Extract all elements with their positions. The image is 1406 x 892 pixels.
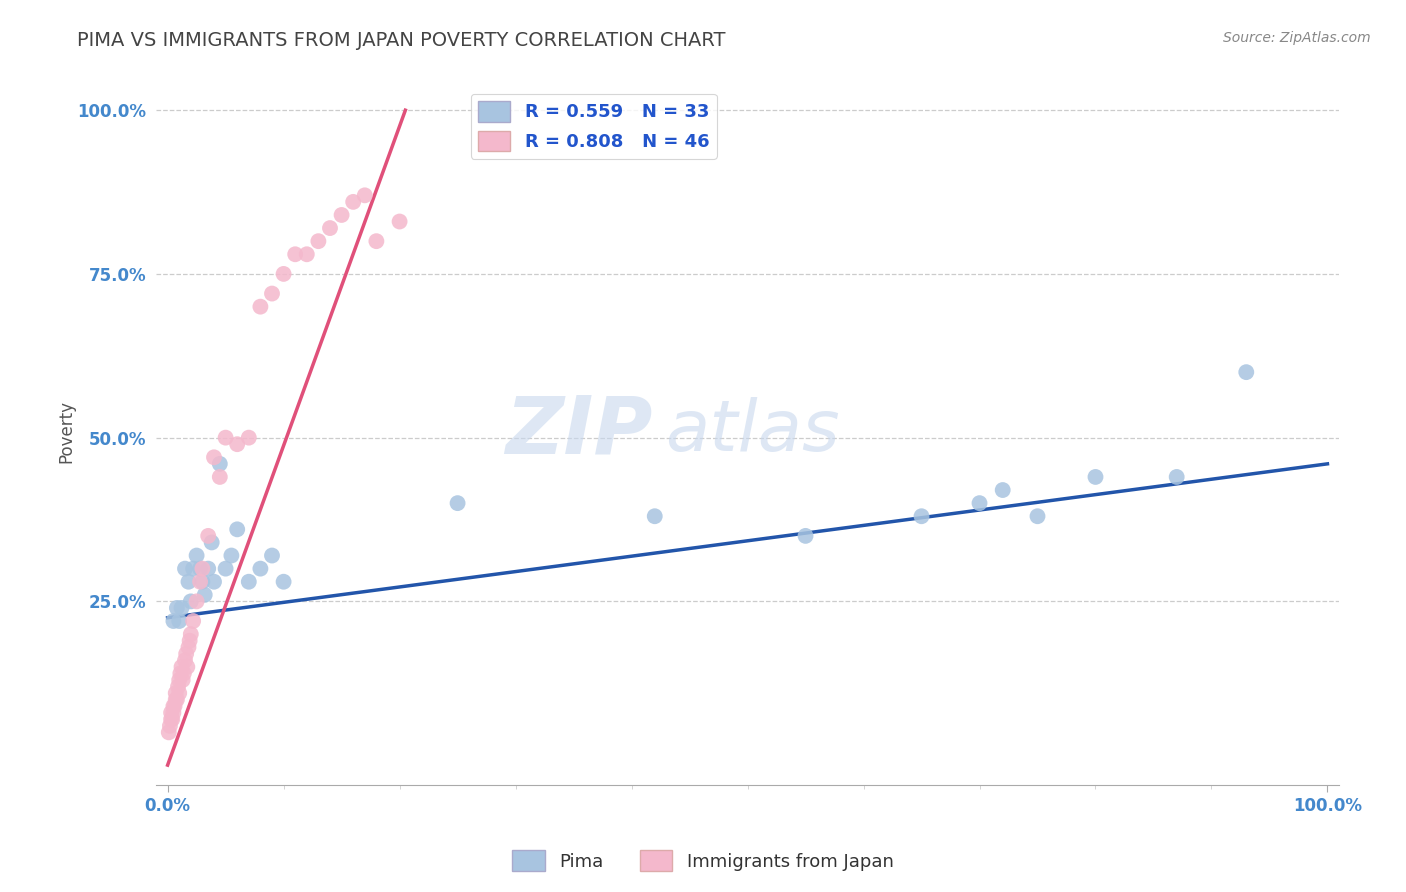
Point [180, 627, 202, 641]
Point [226, 437, 249, 451]
Point [191, 574, 214, 589]
Point [186, 594, 208, 608]
Point [186, 549, 208, 563]
Point [166, 601, 188, 615]
Text: ZIP: ZIP [506, 392, 652, 470]
Point [167, 614, 190, 628]
Point [330, 208, 353, 222]
Legend: R = 0.559   N = 33, R = 0.808   N = 46: R = 0.559 N = 33, R = 0.808 N = 46 [471, 94, 717, 159]
Point [644, 509, 666, 524]
Point [238, 574, 260, 589]
Point [172, 673, 194, 687]
Point [159, 719, 181, 733]
Point [160, 706, 183, 720]
Point [260, 286, 283, 301]
Point [342, 194, 364, 209]
Point [208, 470, 231, 484]
Point [157, 725, 180, 739]
Point [295, 247, 318, 261]
Point [214, 561, 236, 575]
Point [167, 673, 190, 687]
Point [353, 188, 375, 202]
Point [166, 692, 188, 706]
Point [273, 574, 295, 589]
Point [238, 431, 260, 445]
Point [188, 574, 211, 589]
Point [160, 712, 183, 726]
Point [197, 561, 219, 575]
Point [1166, 470, 1188, 484]
Point [162, 614, 184, 628]
Point [991, 483, 1014, 497]
Point [191, 561, 214, 575]
Point [170, 660, 193, 674]
Point [366, 234, 388, 248]
Point [162, 712, 184, 726]
Point [214, 431, 236, 445]
Point [163, 699, 186, 714]
Point [197, 529, 219, 543]
Point [260, 549, 283, 563]
Point [173, 666, 195, 681]
Point [162, 699, 184, 714]
Text: PIMA VS IMMIGRANTS FROM JAPAN POVERTY CORRELATION CHART: PIMA VS IMMIGRANTS FROM JAPAN POVERTY CO… [77, 31, 725, 50]
Point [446, 496, 468, 510]
Point [167, 686, 190, 700]
Point [1084, 470, 1107, 484]
Text: atlas: atlas [665, 397, 839, 466]
Point [249, 300, 271, 314]
Point [194, 588, 217, 602]
Point [969, 496, 991, 510]
Point [202, 450, 225, 465]
Point [188, 561, 211, 575]
Point [176, 660, 198, 674]
Point [177, 640, 200, 655]
Y-axis label: Poverty: Poverty [58, 400, 75, 463]
Point [249, 561, 271, 575]
Point [226, 522, 249, 536]
Point [169, 666, 191, 681]
Point [174, 653, 197, 667]
Point [174, 647, 197, 661]
Point [179, 633, 201, 648]
Point [180, 594, 202, 608]
Point [284, 247, 307, 261]
Point [221, 549, 243, 563]
Point [165, 686, 187, 700]
Point [177, 574, 200, 589]
Point [910, 509, 932, 524]
Point [170, 601, 193, 615]
Point [165, 692, 187, 706]
Point [162, 706, 184, 720]
Point [201, 535, 224, 549]
Legend: Pima, Immigrants from Japan: Pima, Immigrants from Japan [505, 843, 901, 879]
Point [1234, 365, 1257, 379]
Point [319, 221, 342, 235]
Point [388, 214, 411, 228]
Point [1026, 509, 1049, 524]
Text: Source: ZipAtlas.com: Source: ZipAtlas.com [1223, 31, 1371, 45]
Point [307, 234, 329, 248]
Point [181, 614, 204, 628]
Point [174, 561, 197, 575]
Point [181, 561, 204, 575]
Point [273, 267, 295, 281]
Point [794, 529, 817, 543]
Point [202, 574, 225, 589]
Point [208, 457, 231, 471]
Point [167, 680, 190, 694]
